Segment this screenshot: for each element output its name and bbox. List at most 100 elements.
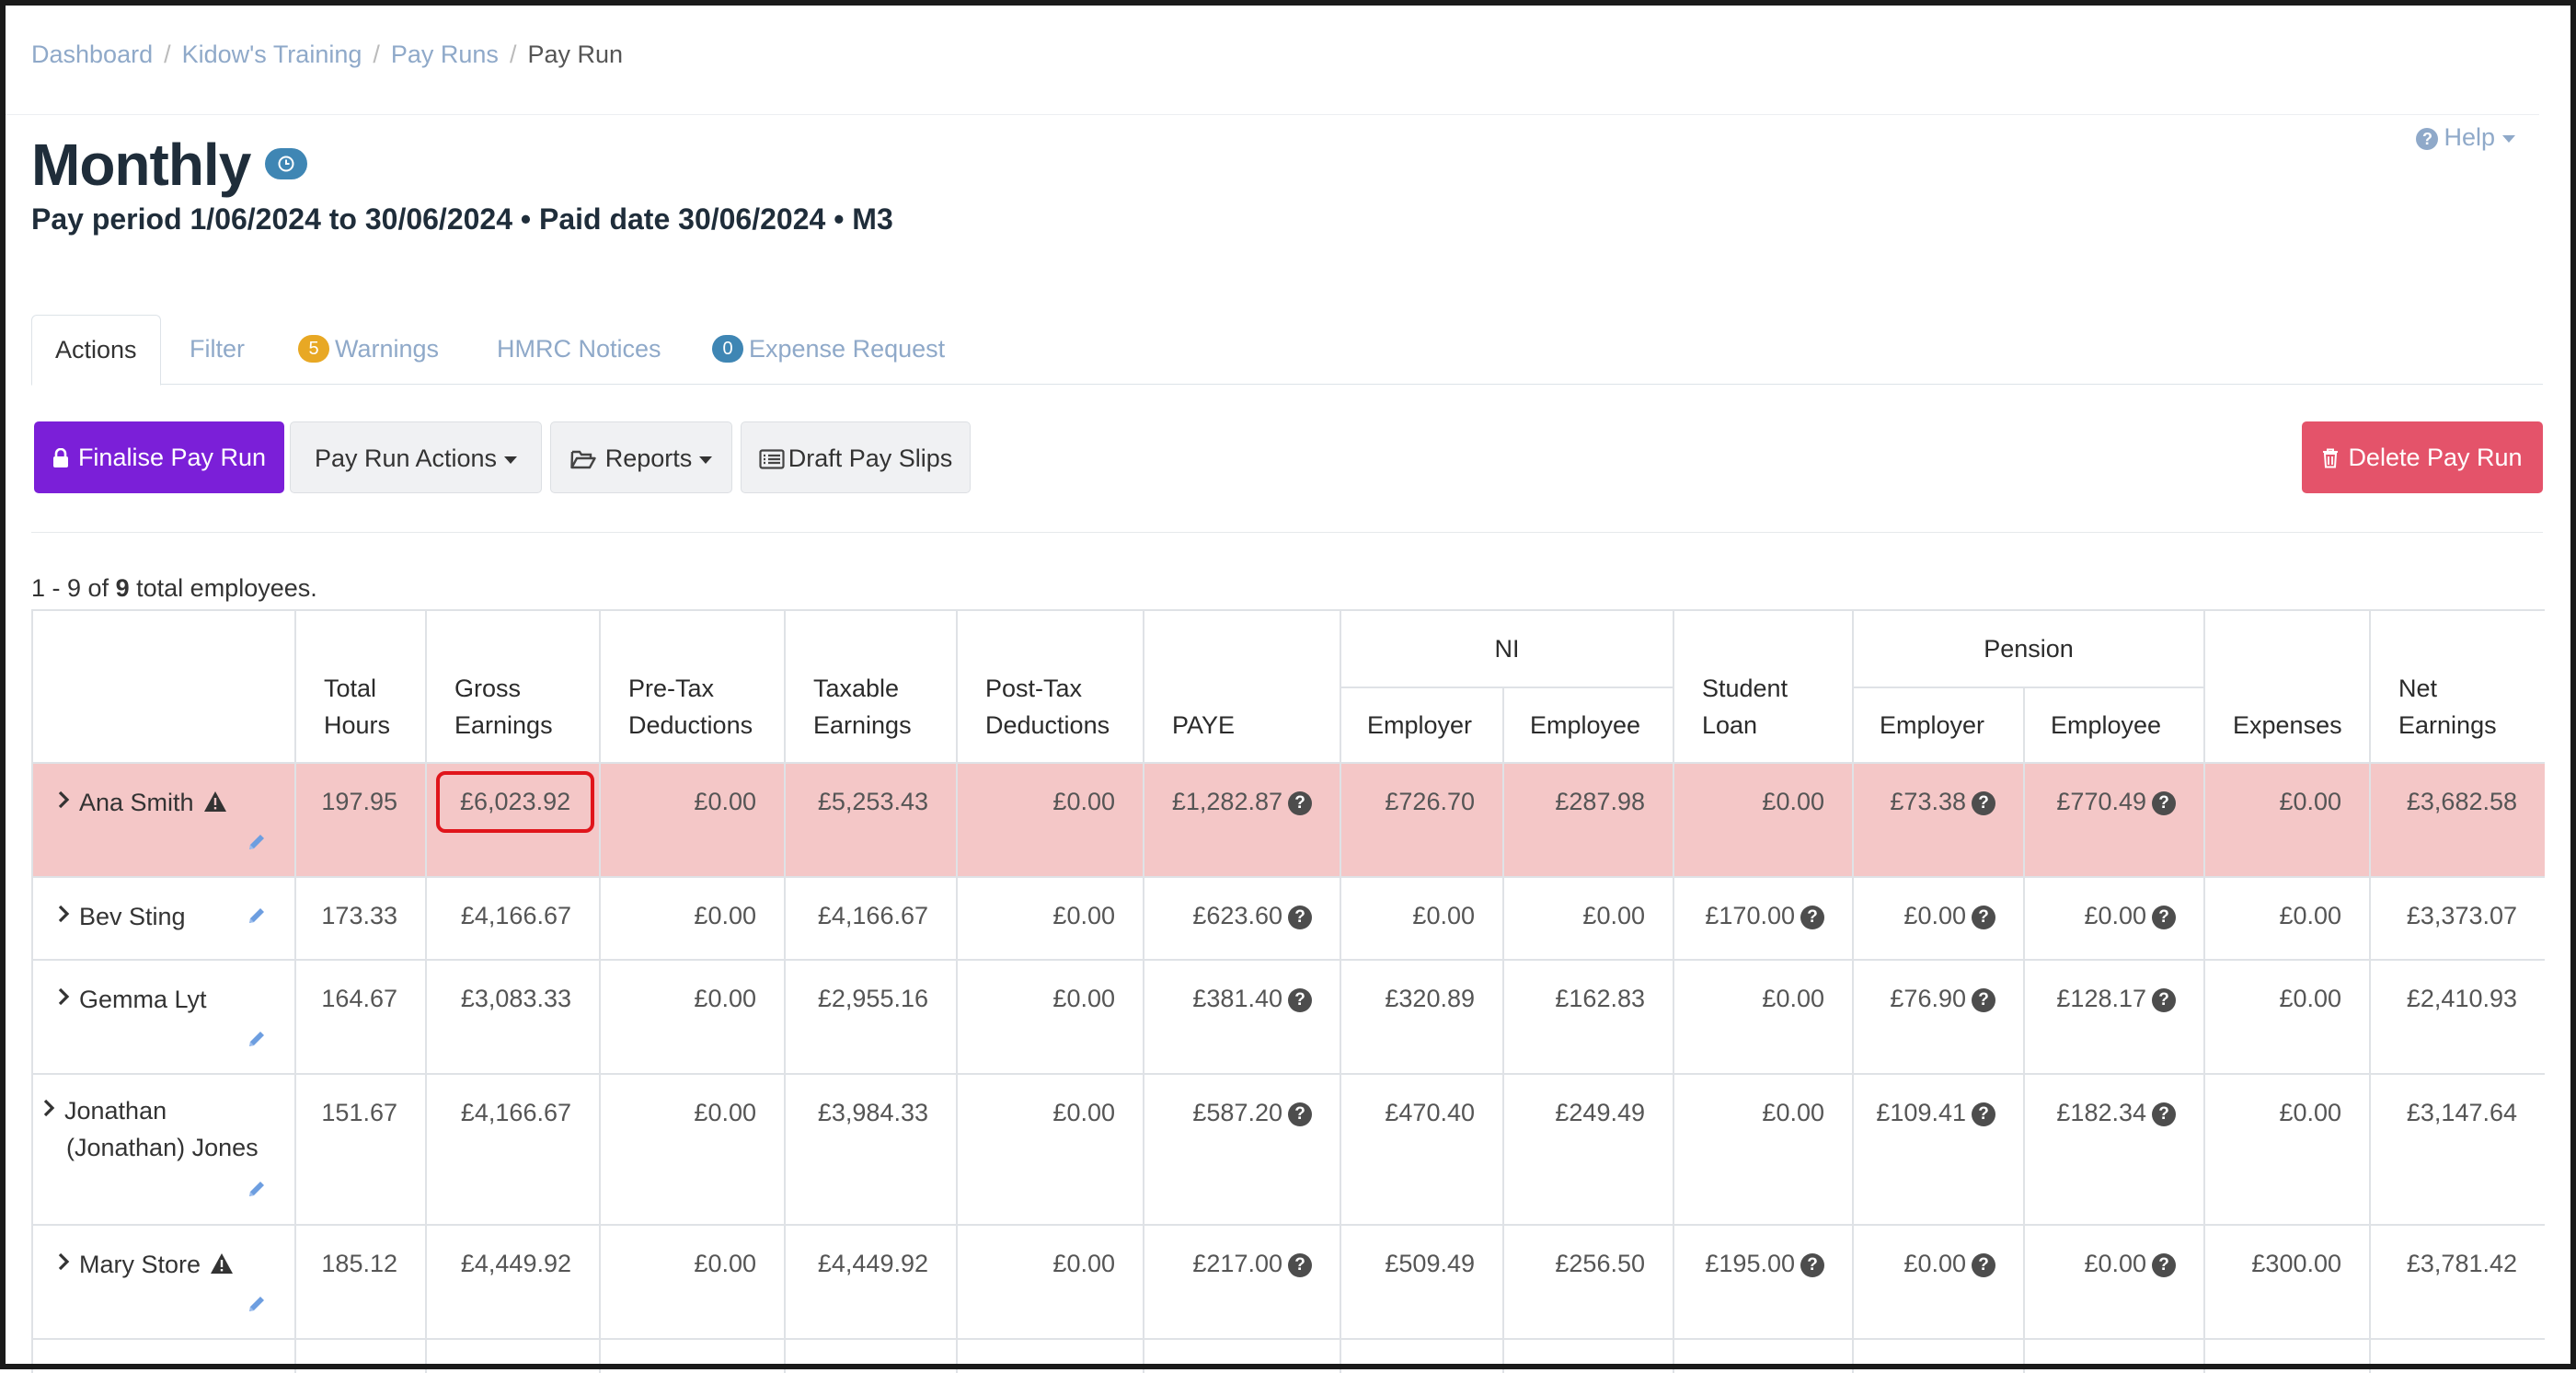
taxable-cell: £2,955.16 (784, 959, 958, 1075)
pension-employer-value: £73.38 (1890, 788, 1966, 815)
page-title: Monthly (31, 131, 308, 199)
net-earnings-cell: £3,781.42 (2369, 1224, 2545, 1340)
tab-filter[interactable]: Filter (190, 335, 245, 363)
question-circle-icon[interactable]: ? (1972, 1102, 1995, 1126)
chevron-right-icon[interactable] (57, 1250, 70, 1278)
pencil-icon[interactable] (247, 1172, 267, 1209)
tab-actions[interactable]: Actions (31, 315, 161, 386)
col-ni-employer[interactable]: Employer (1340, 686, 1504, 764)
page-title-text: Monthly (31, 132, 251, 198)
list-alt-icon (759, 449, 785, 469)
delete-pay-run-button[interactable]: Delete Pay Run (2302, 421, 2543, 493)
employee-name[interactable]: Jonathan (Jonathan) Jones (64, 1097, 259, 1161)
table-row[interactable]: Jonathan (Jonathan) Jones 151.67 £4,166.… (31, 1073, 2545, 1226)
table-row[interactable]: Mary Store 185.12 £4,449.92 £0.00 £4,449… (31, 1224, 2545, 1340)
empty-cell (1852, 1338, 2025, 1373)
breadcrumb-pay-runs[interactable]: Pay Runs (390, 40, 499, 68)
question-circle-icon[interactable]: ? (1972, 791, 1995, 815)
chevron-right-icon[interactable] (57, 985, 70, 1013)
pay-run-actions-button[interactable]: Pay Run Actions (290, 421, 542, 493)
col-net-earnings[interactable]: Net Earnings (2369, 609, 2545, 764)
draft-pay-slips-button[interactable]: Draft Pay Slips (741, 421, 971, 493)
tab-warnings[interactable]: 5 Warnings (298, 315, 439, 384)
question-circle-icon[interactable]: ? (2152, 988, 2177, 1012)
table-row[interactable]: Ana Smith 197.95 £6,023.92 £0.00 £5,253.… (31, 762, 2545, 878)
paye-cell: £587.20? (1143, 1073, 1341, 1226)
col-pre-tax-deductions[interactable]: Pre-Tax Deductions (599, 609, 786, 764)
pension-employee-cell: £182.34? (2022, 1073, 2206, 1226)
chevron-right-icon[interactable] (57, 788, 70, 816)
chevron-right-icon[interactable] (57, 902, 70, 930)
col-pension-employee[interactable]: Employee (2022, 686, 2206, 764)
pencil-icon[interactable] (247, 1292, 267, 1321)
empty-cell (2022, 1338, 2206, 1373)
empty-cell (425, 1338, 601, 1373)
col-post-tax-deductions[interactable]: Post-Tax Deductions (956, 609, 1144, 764)
question-circle-icon[interactable]: ? (1800, 906, 1824, 929)
pencil-icon[interactable] (247, 830, 267, 859)
reports-button[interactable]: Reports (550, 421, 732, 493)
question-circle-icon[interactable]: ? (1288, 988, 1312, 1012)
table-row[interactable]: Bev Sting 173.33 £4,166.67 £0.00 £4,166.… (31, 876, 2545, 961)
table-row[interactable] (31, 1338, 2545, 1373)
breadcrumb-separator: / (509, 40, 517, 68)
employee-name[interactable]: Gemma Lyt (79, 986, 207, 1013)
pension-employee-cell: £0.00? (2022, 1224, 2206, 1340)
question-circle-icon[interactable]: ? (1288, 1102, 1312, 1126)
col-student-loan[interactable]: Student Loan (1673, 609, 1854, 764)
breadcrumb-dashboard[interactable]: Dashboard (31, 40, 154, 68)
pension-employee-value: £0.00 (2084, 1250, 2147, 1277)
employee-name[interactable]: Ana Smith (79, 789, 194, 816)
col-taxable-earnings[interactable]: Taxable Earnings (784, 609, 958, 764)
table-row[interactable]: Gemma Lyt 164.67 £3,083.33 £0.00 £2,955.… (31, 959, 2545, 1075)
question-circle-icon[interactable]: ? (2152, 1253, 2177, 1277)
toolbar-divider (31, 532, 2543, 533)
question-circle-icon[interactable]: ? (1972, 988, 1995, 1012)
col-pension-employer[interactable]: Employer (1852, 686, 2025, 764)
gross-earnings-cell: £3,083.33 (425, 959, 601, 1075)
question-circle-icon[interactable]: ? (1972, 1253, 1995, 1277)
col-gross-earnings[interactable]: Gross Earnings (425, 609, 601, 764)
pay-run-table-container[interactable]: Total Hours Gross Earnings Pre-Tax Deduc… (31, 609, 2545, 1373)
question-circle-icon[interactable]: ? (1972, 906, 1995, 929)
question-circle-icon[interactable]: ? (1288, 1253, 1312, 1277)
pencil-icon[interactable] (247, 1027, 267, 1056)
help-dropdown[interactable]: ? Help (2416, 123, 2515, 152)
employee-cell: Bev Sting (31, 876, 296, 961)
caret-down-icon (2502, 134, 2515, 143)
ni-employee-cell: £287.98 (1502, 762, 1674, 878)
warning-icon[interactable] (210, 1252, 234, 1281)
pay-run-actions-label: Pay Run Actions (314, 444, 498, 472)
warning-icon[interactable] (203, 790, 227, 819)
highlighted-gross-value[interactable]: £6,023.92 (436, 771, 595, 833)
pension-employer-cell: £0.00? (1852, 876, 2025, 961)
chevron-right-icon[interactable] (42, 1091, 55, 1128)
col-expenses[interactable]: Expenses (2203, 609, 2372, 764)
employee-cell: Ana Smith (31, 762, 296, 878)
paye-value: £587.20 (1192, 1099, 1282, 1126)
col-total-hours[interactable]: Total Hours (294, 609, 427, 764)
pre-tax-cell: £0.00 (599, 876, 786, 961)
col-group-pension: Pension (1851, 609, 2206, 688)
post-tax-cell: £0.00 (956, 1073, 1144, 1226)
ni-employee-cell: £256.50 (1502, 1224, 1674, 1340)
gross-earnings-cell[interactable]: £6,023.92 (425, 762, 601, 878)
tab-expense-request[interactable]: 0 Expense Request (712, 315, 945, 384)
employee-name[interactable]: Bev Sting (79, 903, 186, 930)
question-circle-icon[interactable]: ? (2152, 1102, 2177, 1126)
pencil-icon[interactable] (247, 904, 267, 932)
clock-icon[interactable] (265, 148, 308, 180)
question-circle-icon[interactable]: ? (1288, 906, 1312, 929)
question-circle-icon[interactable]: ? (2152, 791, 2177, 815)
question-circle-icon[interactable]: ? (1288, 791, 1312, 815)
employee-name[interactable]: Mary Store (79, 1251, 201, 1278)
question-circle-icon[interactable]: ? (2152, 906, 2177, 929)
tab-hmrc-notices[interactable]: HMRC Notices (497, 335, 661, 363)
pension-employee-cell: £128.17? (2022, 959, 2206, 1075)
breadcrumb-training[interactable]: Kidow's Training (181, 40, 362, 68)
question-circle-icon[interactable]: ? (1800, 1253, 1824, 1277)
col-paye[interactable]: PAYE (1143, 609, 1341, 764)
post-tax-cell: £0.00 (956, 1224, 1144, 1340)
finalise-pay-run-button[interactable]: Finalise Pay Run (34, 421, 284, 493)
col-ni-employee[interactable]: Employee (1502, 686, 1674, 764)
